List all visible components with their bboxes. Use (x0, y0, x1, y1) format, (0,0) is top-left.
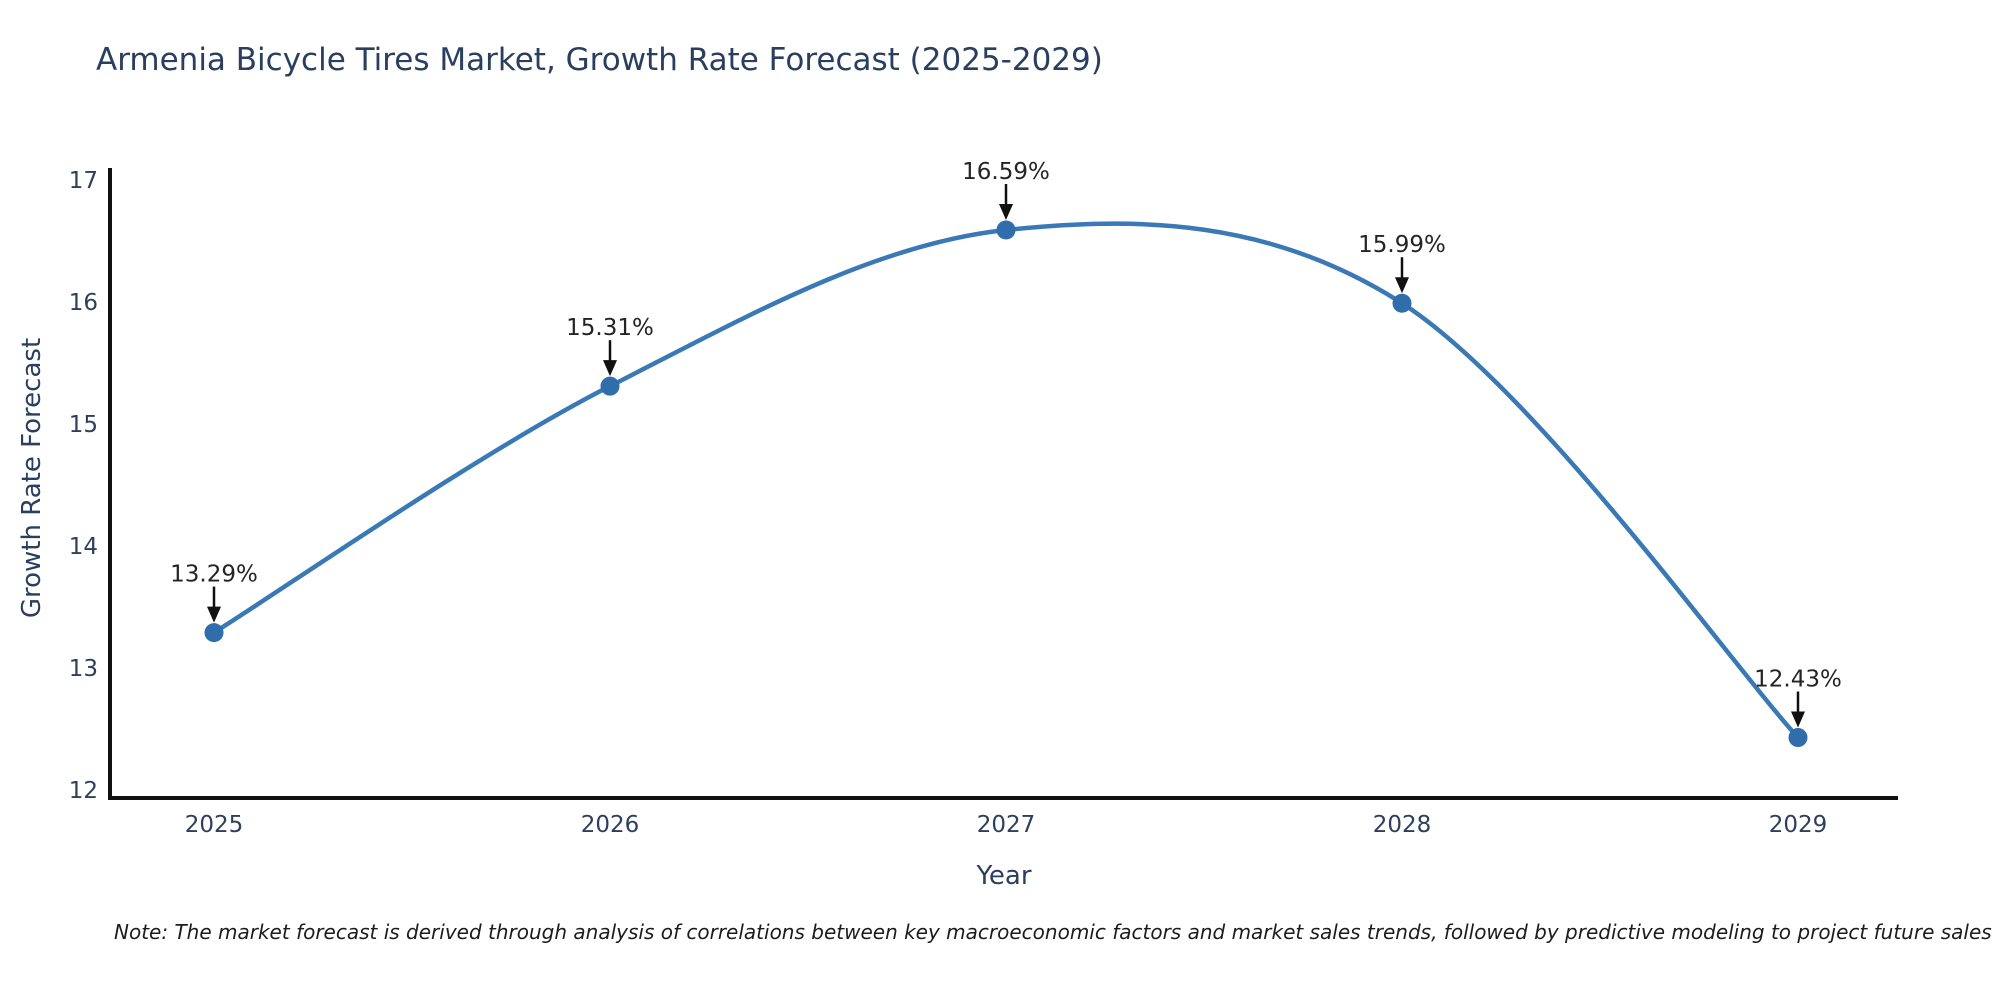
data-point-marker (600, 376, 620, 396)
y-axis-title: Growth Rate Forecast (17, 337, 47, 619)
x-tick-label: 2029 (1769, 812, 1828, 838)
annotation-arrowhead (1791, 711, 1805, 728)
data-point-marker (1788, 728, 1808, 748)
y-tick-label: 13 (69, 656, 98, 682)
y-tick-label: 17 (69, 168, 98, 194)
chart-title: Armenia Bicycle Tires Market, Growth Rat… (96, 42, 1103, 78)
data-point-annotation: 15.31% (566, 315, 654, 341)
data-point-annotation: 13.29% (170, 562, 258, 588)
data-point-marker (1392, 293, 1412, 313)
x-tick-label: 2028 (1373, 812, 1432, 838)
y-tick-label: 15 (69, 412, 98, 438)
x-axis-title: Year (976, 861, 1032, 891)
data-point-annotation: 15.99% (1358, 232, 1446, 258)
footnote: Note: The market forecast is derived thr… (114, 920, 1992, 944)
annotation-arrowhead (207, 606, 221, 623)
forecast-line (211, 221, 1801, 740)
data-point-annotation: 12.43% (1754, 667, 1842, 693)
annotation-arrowhead (603, 360, 617, 377)
annotation-arrowhead (1395, 277, 1409, 294)
y-tick-label: 16 (69, 290, 98, 316)
x-tick-label: 2027 (977, 812, 1036, 838)
x-tick-label: 2025 (185, 812, 244, 838)
data-point-marker (996, 220, 1016, 240)
data-point-annotation: 16.59% (962, 159, 1050, 185)
y-tick-label: 12 (69, 778, 98, 804)
x-tick-label: 2026 (581, 812, 640, 838)
data-point-marker (204, 623, 224, 643)
annotation-arrowhead (999, 204, 1013, 221)
y-tick-label: 14 (69, 534, 98, 560)
